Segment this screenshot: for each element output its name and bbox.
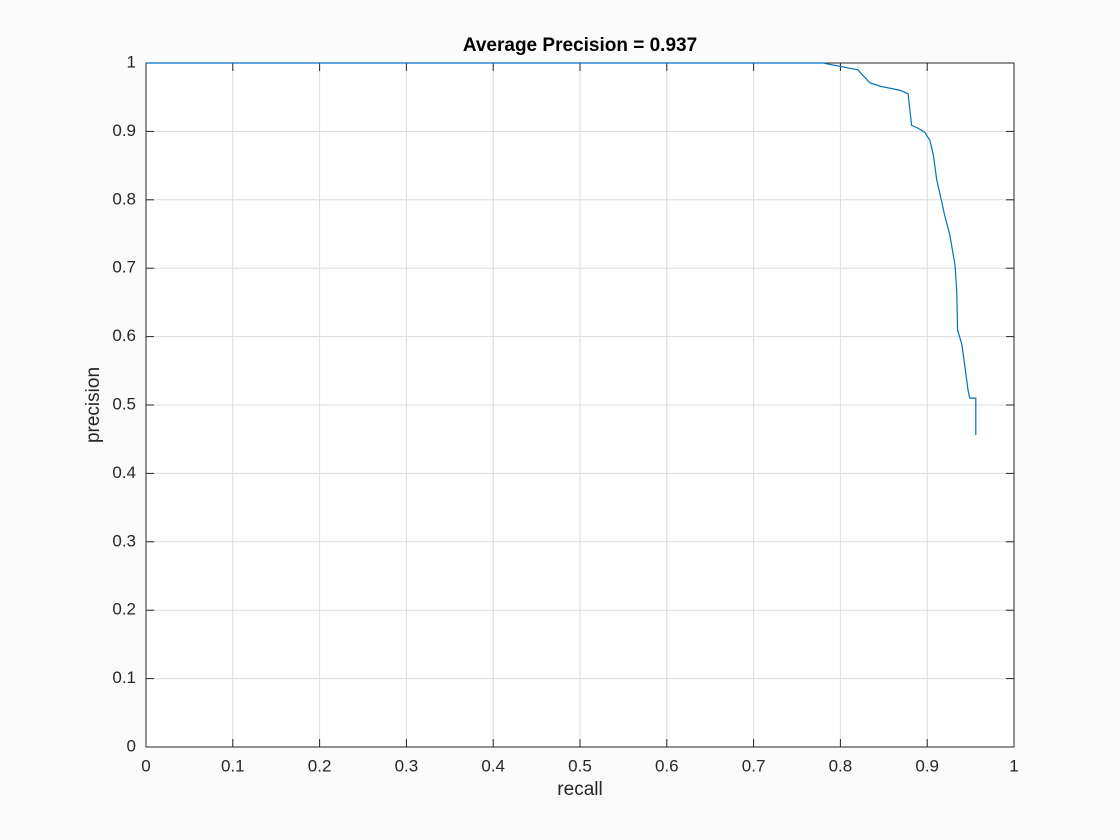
- y-tick-label: 0.6: [112, 326, 136, 345]
- y-tick-label: 0.8: [112, 189, 136, 208]
- y-tick-label: 0: [127, 736, 136, 755]
- y-tick-label: 0.5: [112, 394, 136, 413]
- x-tick-label: 0.1: [221, 756, 245, 775]
- y-axis-label: precision: [83, 367, 104, 443]
- y-tick-label: 1: [127, 52, 136, 71]
- x-tick-label: 0.5: [568, 756, 592, 775]
- y-tick-label: 0.7: [112, 258, 136, 277]
- y-tick-label: 0.4: [112, 463, 136, 482]
- line-series: [146, 62, 977, 436]
- y-tick-label: 0.3: [112, 531, 136, 550]
- chart-title: Average Precision = 0.937: [463, 35, 697, 56]
- y-tick-label: 0.2: [112, 600, 136, 619]
- y-tick-label: 0.9: [112, 121, 136, 140]
- x-tick-label: 0: [141, 756, 150, 775]
- x-axis-label: recall: [557, 779, 602, 800]
- x-tick-label: 0.9: [915, 756, 939, 775]
- x-tick-label: 0.2: [308, 756, 332, 775]
- x-tick-label: 0.4: [481, 756, 505, 775]
- x-tick-label: 1: [1009, 756, 1018, 775]
- x-tick-label: 0.6: [655, 756, 679, 775]
- y-tick-label: 0.1: [112, 668, 136, 687]
- x-tick-label: 0.7: [742, 756, 766, 775]
- x-tick-label: 0.8: [829, 756, 853, 775]
- x-tick-label: 0.3: [395, 756, 419, 775]
